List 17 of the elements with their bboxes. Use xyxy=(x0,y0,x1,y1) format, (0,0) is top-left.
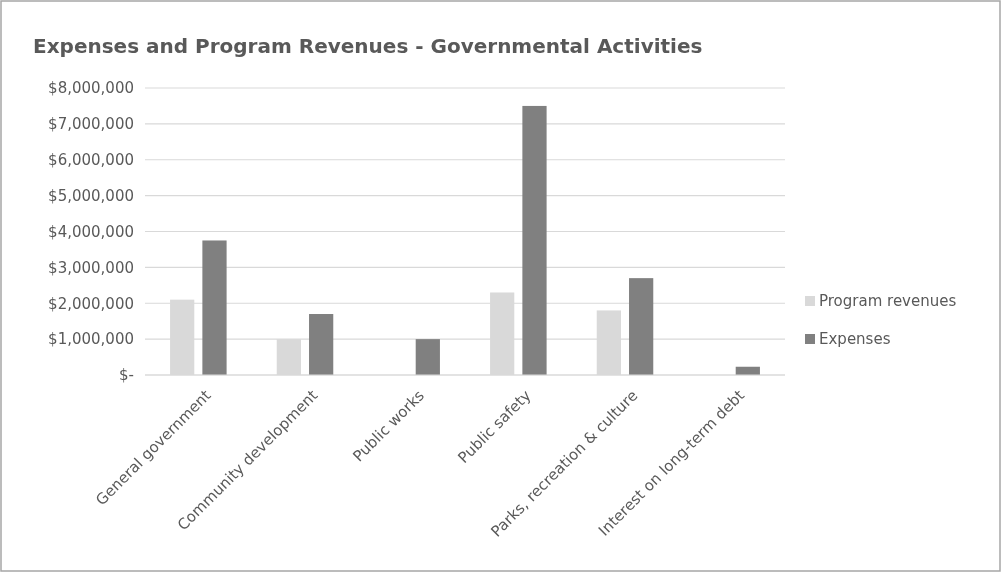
bar xyxy=(202,240,227,375)
y-tick-label: $7,000,000 xyxy=(48,115,134,134)
y-tick-label: $5,000,000 xyxy=(48,186,134,205)
y-tick-label: $- xyxy=(119,366,134,385)
y-tick-label: $1,000,000 xyxy=(48,330,134,349)
y-tick-label: $4,000,000 xyxy=(48,222,134,241)
bar xyxy=(415,339,440,375)
legend-label: Expenses xyxy=(819,330,891,349)
y-tick-label: $3,000,000 xyxy=(48,258,134,277)
bar xyxy=(309,314,334,375)
bar xyxy=(629,278,654,375)
bar xyxy=(522,105,547,375)
y-tick-label: $2,000,000 xyxy=(48,294,134,313)
y-tick-label: $6,000,000 xyxy=(48,151,134,169)
chart-title: Expenses and Program Revenues - Governmental Activities xyxy=(33,34,703,58)
y-tick-label: $8,000,000 xyxy=(48,79,134,98)
legend-label: Program revenues xyxy=(819,292,957,311)
